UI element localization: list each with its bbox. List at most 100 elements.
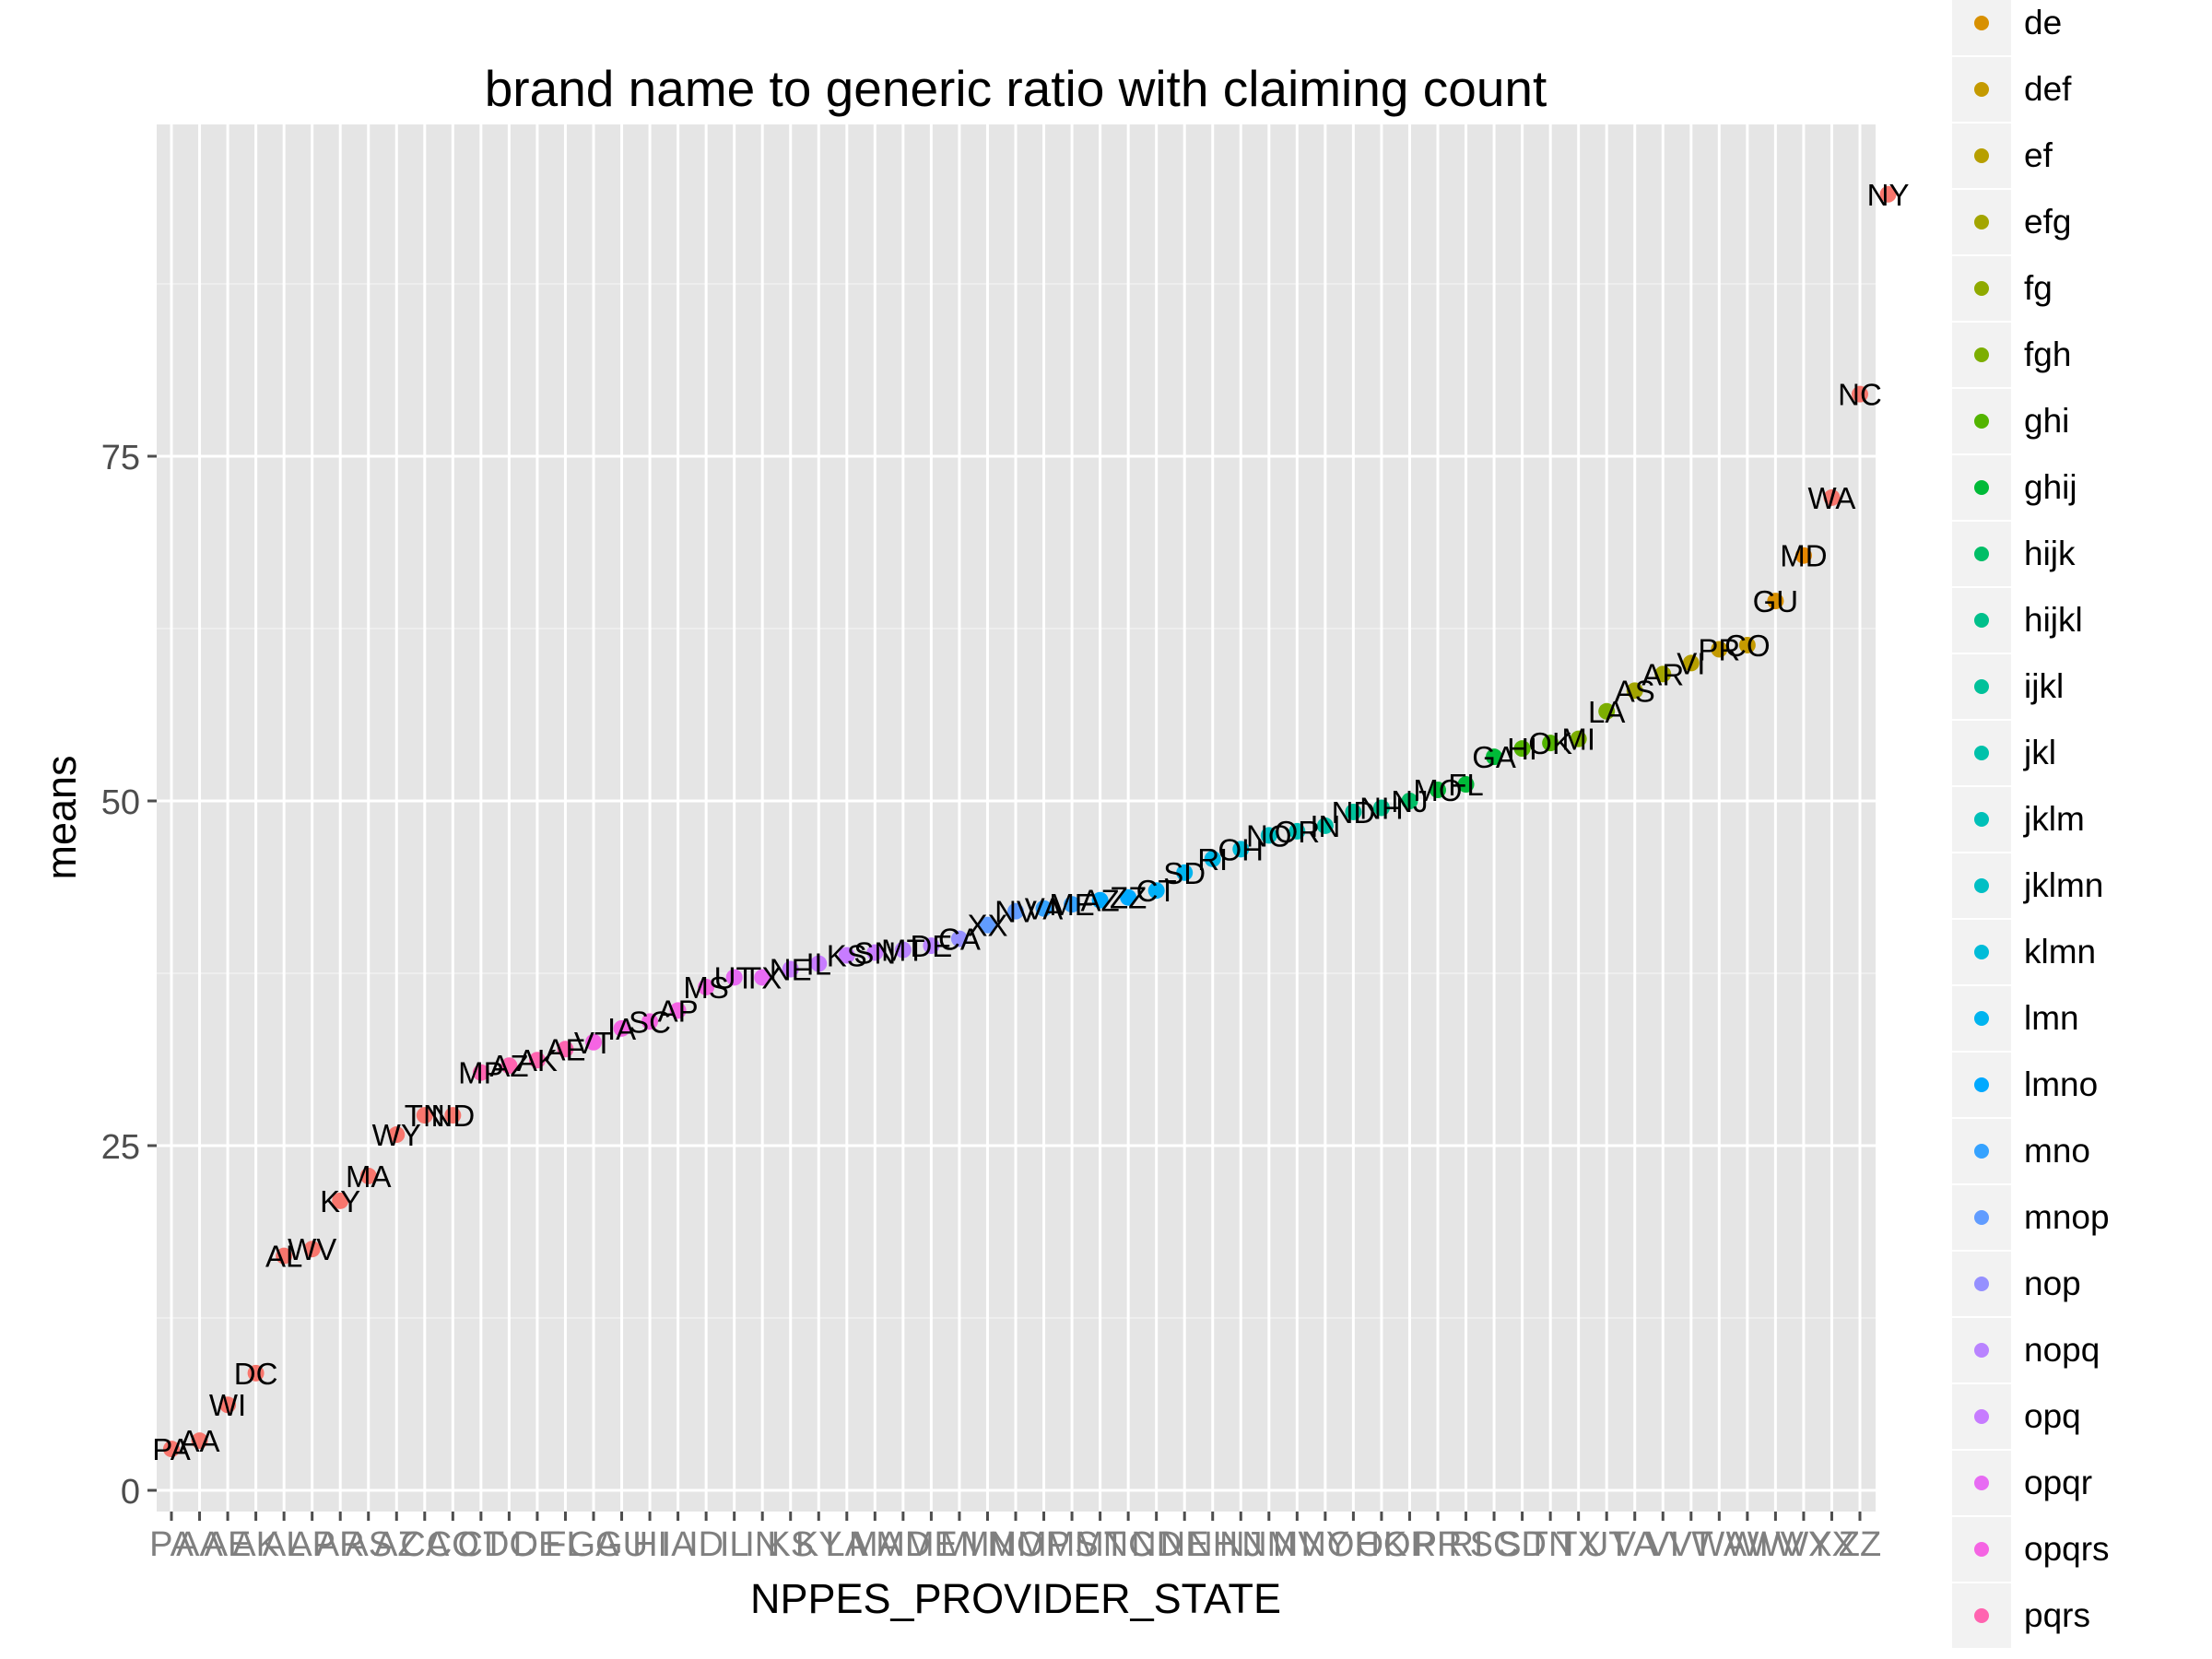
x-tick-label: WI xyxy=(1726,1525,1769,1564)
data-label: ND xyxy=(1332,795,1376,830)
legend-dot-icon xyxy=(1974,812,1989,827)
x-tick-label: SC xyxy=(1470,1525,1519,1564)
data-point xyxy=(810,955,828,972)
legend-label: hijk xyxy=(2024,535,2076,572)
data-point xyxy=(500,1057,518,1075)
data-point xyxy=(698,978,715,995)
legend-key xyxy=(1952,1318,2011,1382)
data-point xyxy=(219,1396,237,1414)
x-tick-label: SD xyxy=(1498,1525,1547,1564)
data-label: MO xyxy=(1413,773,1462,807)
legend-label: opqr xyxy=(2024,1464,2093,1501)
x-tick-label: DE xyxy=(513,1525,562,1564)
x-tick-label: CT xyxy=(458,1525,505,1564)
legend-label: jkl xyxy=(2024,734,2056,771)
legend-dot-icon xyxy=(1974,1144,1989,1159)
x-tick-label: IA xyxy=(662,1525,696,1564)
data-label: AE xyxy=(545,1032,585,1066)
data-label: NJ xyxy=(1391,784,1428,818)
legend-key xyxy=(1952,1252,2011,1316)
y-tick-label: 75 xyxy=(101,439,140,477)
x-tick-label: MP xyxy=(1018,1525,1070,1564)
data-label: PR xyxy=(1698,632,1740,666)
y-tick-label: 0 xyxy=(121,1473,140,1512)
data-label: SN xyxy=(853,936,896,971)
legend-dot-icon xyxy=(1974,1277,1989,1291)
data-point xyxy=(1035,900,1053,917)
data-point xyxy=(1401,793,1418,809)
x-tick-label: WV xyxy=(1747,1525,1805,1564)
data-point xyxy=(359,1167,377,1184)
data-point xyxy=(894,941,912,959)
legend-dot-icon xyxy=(1974,148,1989,163)
data-label: CA xyxy=(938,923,981,957)
legend-key xyxy=(1952,389,2011,453)
legend-dot-icon xyxy=(1974,281,1989,296)
legend-dot-icon xyxy=(1974,1011,1989,1026)
legend-label: ghij xyxy=(2024,468,2077,506)
legend-dot-icon xyxy=(1974,215,1989,229)
x-tick-label: AR xyxy=(316,1525,365,1564)
data-point xyxy=(163,1441,180,1458)
data-label: SD xyxy=(1163,856,1206,890)
data-label: CO xyxy=(1724,629,1771,663)
x-tick-label: GA xyxy=(569,1525,620,1564)
legend-key xyxy=(1952,588,2011,653)
legend-key xyxy=(1952,654,2011,719)
data-label: VA xyxy=(1025,892,1064,926)
legend-dot-icon xyxy=(1974,613,1989,628)
data-point xyxy=(1738,636,1756,653)
x-tick-label: MT xyxy=(1075,1525,1125,1564)
x-tick-label: HI xyxy=(632,1525,667,1564)
x-tick-label: XX xyxy=(1808,1525,1855,1564)
x-tick-label: AA xyxy=(176,1525,223,1564)
data-label: UT xyxy=(714,960,755,994)
x-tick-label: VI xyxy=(1646,1525,1679,1564)
x-tick-label: ME xyxy=(905,1525,958,1564)
x-tick-label: OH xyxy=(1327,1525,1380,1564)
data-label: KS xyxy=(827,939,867,973)
data-point xyxy=(444,1107,462,1124)
legend: de def ef efg fg fgh ghi ghij hijk hijkl ijkl jkl jk… xyxy=(1952,0,2212,1659)
legend-key xyxy=(1952,1119,2011,1183)
data-point xyxy=(1316,817,1334,834)
legend-dot-icon xyxy=(1974,1542,1989,1557)
data-label: MI xyxy=(1561,723,1595,757)
x-tick-label: OR xyxy=(1383,1525,1436,1564)
x-axis-title: NPPES_PROVIDER_STATE xyxy=(750,1575,1281,1622)
data-point xyxy=(303,1241,321,1258)
data-label: NC xyxy=(1838,378,1882,412)
legend-dot-icon xyxy=(1974,1343,1989,1358)
data-point xyxy=(1430,782,1446,799)
data-point xyxy=(528,1052,546,1069)
data-label: CT xyxy=(1136,874,1177,908)
data-point xyxy=(557,1041,574,1058)
y-axis: 0 25 50 75 xyxy=(101,439,157,1512)
legend-key xyxy=(1952,256,2011,321)
data-point xyxy=(1091,891,1109,909)
chart-title: brand name to generic ratio with claimin… xyxy=(485,60,1547,117)
data-label: GU xyxy=(1753,584,1799,618)
x-tick-label: IL xyxy=(720,1525,749,1564)
data-label: AZ xyxy=(1081,884,1120,918)
data-label: AZ xyxy=(489,1049,528,1083)
x-tick-label: VT xyxy=(1669,1525,1714,1564)
data-label: TN xyxy=(405,1099,445,1133)
data-point xyxy=(1120,888,1137,906)
x-tick-label: FL xyxy=(545,1525,585,1564)
data-label: GA xyxy=(1472,740,1516,774)
data-label: AS xyxy=(1615,674,1655,708)
legend-key xyxy=(1952,721,2011,785)
data-point xyxy=(1879,185,1897,203)
data-label: LA xyxy=(1588,695,1625,729)
legend-label: ghi xyxy=(2024,402,2070,440)
legend-label: klmn xyxy=(2024,933,2097,971)
x-tick-label: NE xyxy=(1160,1525,1209,1564)
x-tick-label: RI xyxy=(1449,1525,1484,1564)
data-point xyxy=(1682,654,1700,672)
data-point xyxy=(1260,827,1277,844)
legend-label: nop xyxy=(2024,1265,2081,1302)
x-tick-label: DC xyxy=(484,1525,535,1564)
data-point xyxy=(950,930,968,947)
